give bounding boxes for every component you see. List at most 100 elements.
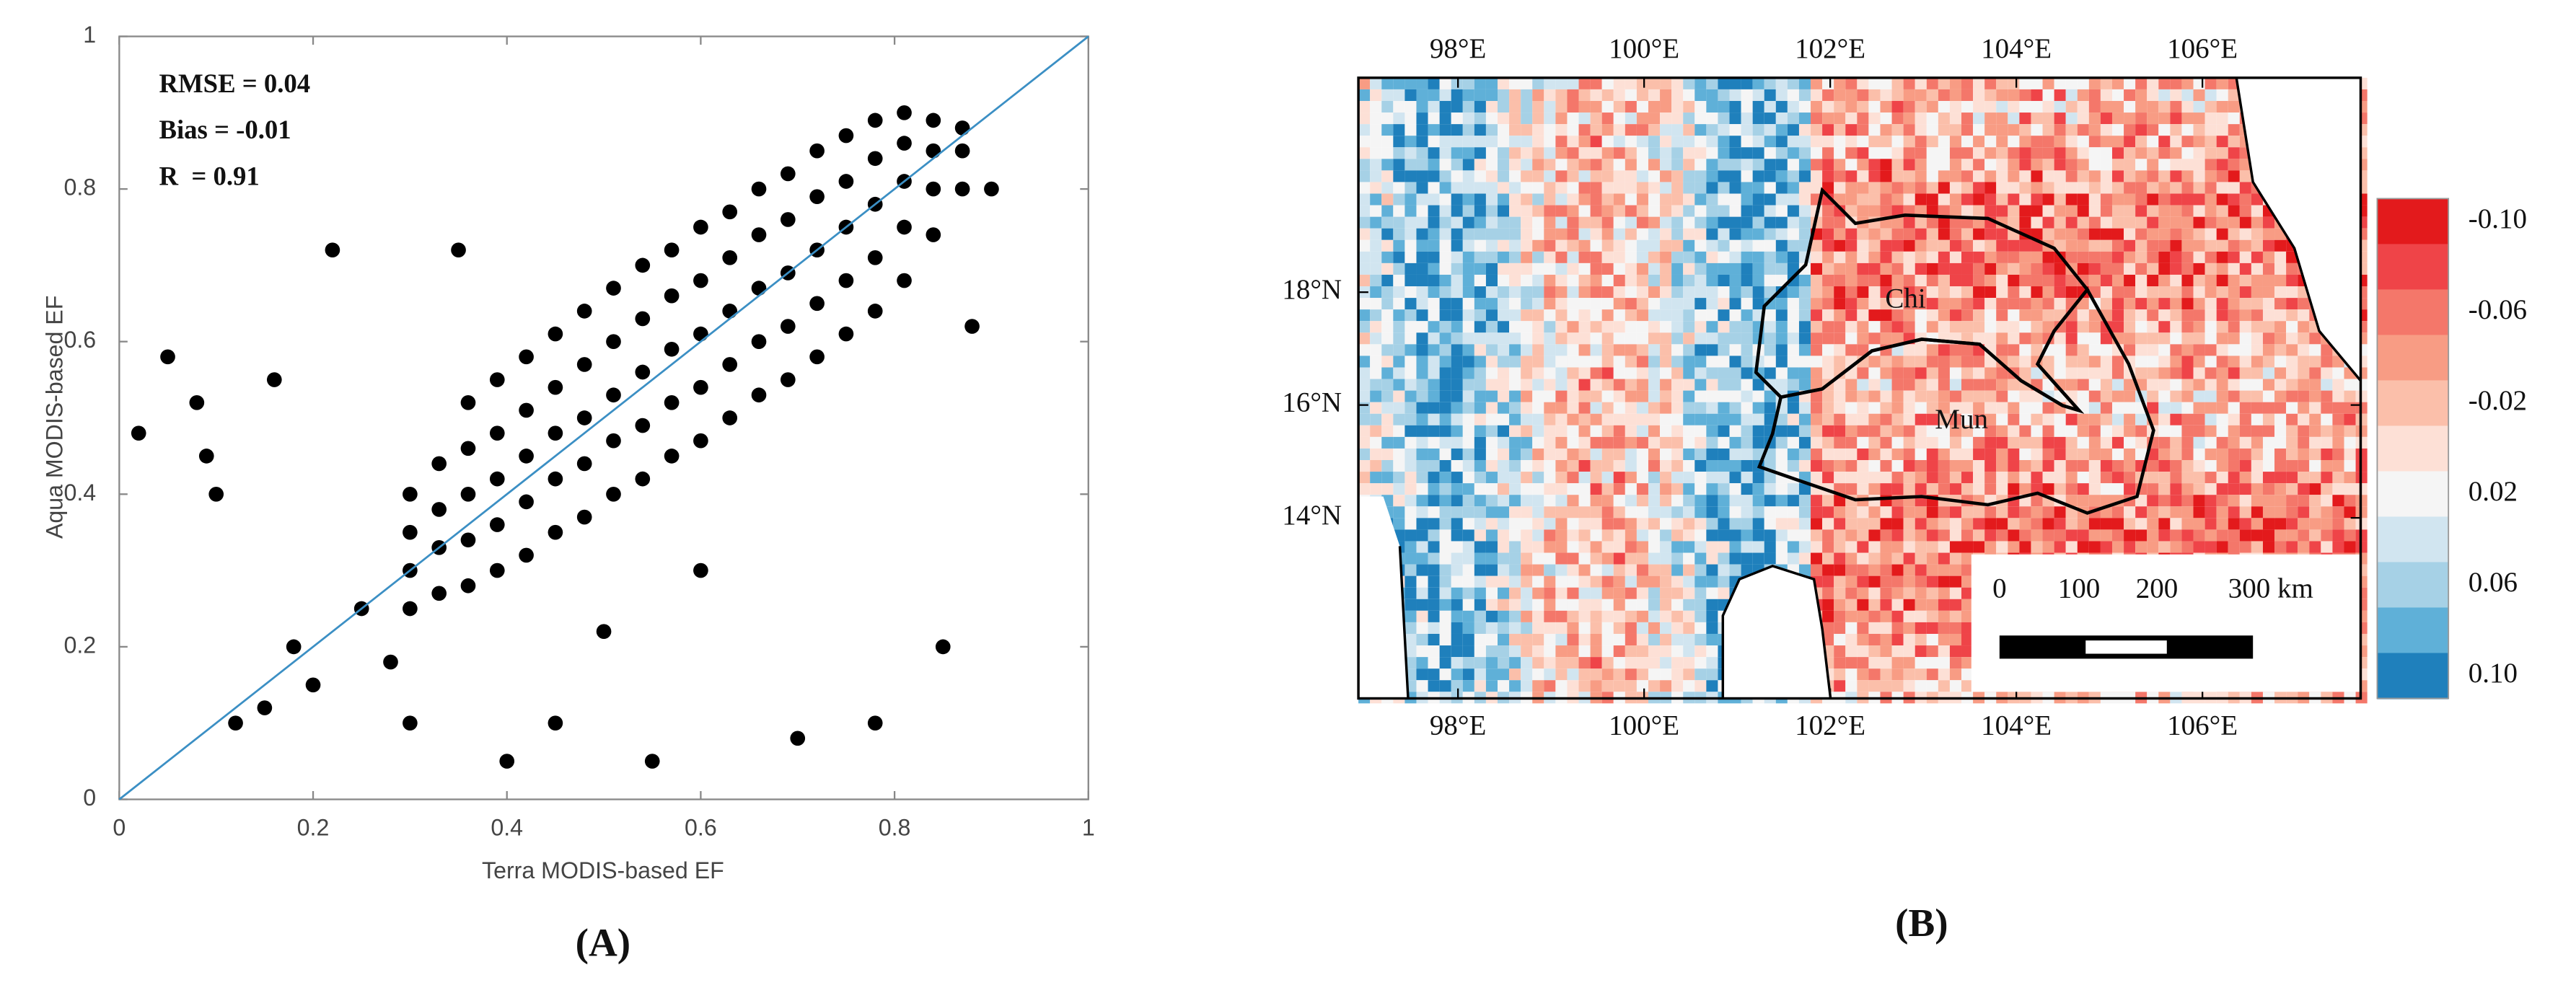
map-pixel (2321, 472, 2333, 484)
map-pixel (1961, 448, 1974, 461)
map-pixel (2065, 193, 2078, 206)
map-pixel (2065, 356, 2078, 368)
map-pixel (2298, 541, 2310, 553)
map-pixel (1532, 610, 1544, 622)
map-pixel (1857, 170, 1869, 182)
map-pixel (1926, 193, 1938, 206)
map-pixel (1544, 645, 1556, 658)
map-pixel (2170, 112, 2182, 125)
map-pixel (1764, 216, 1776, 229)
map-pixel (1811, 344, 1823, 356)
map-pixel (1880, 228, 1892, 240)
map-pixel (1903, 228, 1915, 240)
map-pixel (1811, 402, 1823, 414)
map-pixel (1405, 136, 1417, 148)
map-pixel (1416, 645, 1428, 658)
map-pixel (1428, 529, 1440, 542)
map-pixel (1451, 413, 1463, 425)
map-pixel (1358, 309, 1371, 322)
map-pixel (2031, 309, 2043, 322)
map-pixel (2111, 298, 2124, 310)
map-pixel (1428, 216, 1440, 229)
map-pixel (1694, 402, 1707, 414)
map-pixel (1428, 436, 1440, 449)
map-frame (1357, 76, 2362, 700)
map-pixel (1428, 587, 1440, 599)
map-pixel (1405, 100, 1417, 113)
map-pixel (2216, 286, 2228, 299)
point (664, 341, 680, 357)
map-pixel (1521, 564, 1533, 576)
point (897, 273, 912, 288)
map-pixel (1694, 182, 1707, 194)
map-pixel (1625, 89, 1637, 101)
map-pixel (1787, 344, 1799, 356)
map-pixel (1729, 124, 1741, 136)
map-pixel (1683, 124, 1695, 136)
map-pixel (1567, 309, 1579, 322)
map-pixel (1694, 645, 1707, 658)
map-pixel (1462, 495, 1474, 507)
map-pixel (1949, 147, 1962, 159)
map-pixel (2065, 89, 2078, 101)
map-pixel (1868, 575, 1881, 588)
map-pixel (1509, 564, 1521, 576)
map-pixel (1857, 112, 1869, 125)
map-pixel (1428, 668, 1440, 681)
map-pixel (1474, 564, 1486, 576)
map-pixel (2344, 390, 2356, 402)
map-pixel (1532, 413, 1544, 425)
map-pixel (1381, 124, 1394, 136)
map-pixel (1984, 529, 1997, 542)
map-pixel (2031, 124, 2043, 136)
map-pixel (1636, 228, 1648, 240)
map-pixel (1485, 193, 1498, 206)
map-pixel (1601, 182, 1614, 194)
map-pixel (1891, 379, 1904, 391)
map-pixel (2344, 518, 2356, 530)
map-pixel (1694, 668, 1707, 681)
point (403, 715, 418, 731)
map-pixel (1590, 645, 1602, 658)
map-pixel (1590, 89, 1602, 101)
map-pixel (2065, 518, 2078, 530)
map-pixel (1405, 89, 1417, 101)
map-pixel (1498, 182, 1510, 194)
map-pixel (2031, 448, 2043, 461)
map-pixel (2100, 159, 2112, 171)
map-pixel (1358, 413, 1371, 425)
map-pixel (2135, 205, 2148, 217)
map-pixel (1903, 668, 1915, 681)
map-pixel (1567, 564, 1579, 576)
map-pixel (1694, 495, 1707, 507)
map-pixel (1787, 518, 1799, 530)
map-pixel (1706, 112, 1718, 125)
map-pixel (2170, 298, 2182, 310)
y-tick-label: 0.2 (64, 632, 97, 658)
map-pixel (1694, 436, 1707, 449)
map-pixel (2124, 262, 2136, 275)
map-pixel (2077, 124, 2089, 136)
map-pixel (1996, 239, 2008, 252)
map-pixel (2298, 390, 2310, 402)
map-pixel (2298, 344, 2310, 356)
map-pixel (1741, 216, 1753, 229)
map-pixel (1485, 112, 1498, 125)
map-pixel (2181, 286, 2194, 299)
map-pixel (2204, 367, 2217, 379)
map-pixel (1857, 332, 1869, 345)
map-pixel (1462, 309, 1474, 322)
map-pixel (1834, 413, 1846, 425)
map-pixel (1926, 552, 1938, 565)
map-pixel (1915, 541, 1927, 553)
map-pixel (1798, 529, 1811, 542)
map-pixel (1706, 239, 1718, 252)
map-pixel (2204, 274, 2217, 287)
map-pixel (1521, 147, 1533, 159)
map-pixel (2065, 77, 2078, 89)
map-pixel (1798, 262, 1811, 275)
map-pixel (1521, 460, 1533, 472)
map-pixel (2124, 529, 2136, 542)
map-pixel (1648, 436, 1661, 449)
map-pixel (1706, 529, 1718, 542)
